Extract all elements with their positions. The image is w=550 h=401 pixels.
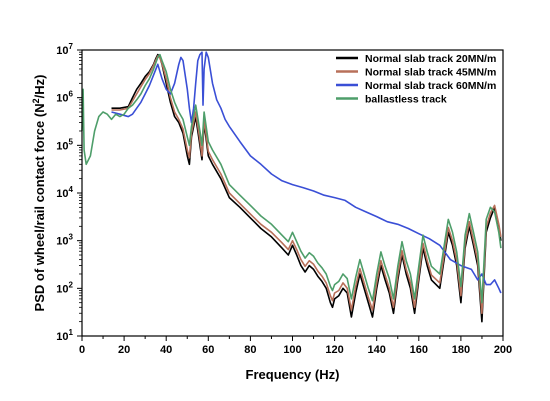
x-tick-label: 200 xyxy=(494,344,512,356)
x-tick-label: 40 xyxy=(160,344,172,356)
x-tick-label: 160 xyxy=(410,344,428,356)
legend-label-1: Normal slab track 20MN/m xyxy=(365,53,496,65)
x-tick-label: 180 xyxy=(452,344,470,356)
y-axis-title-tail: /Hz) xyxy=(32,75,47,99)
y-axis: 101 102 103 104 105 106 107 xyxy=(56,42,82,343)
series-line-4 xyxy=(81,53,502,304)
y-tick-label: 105 xyxy=(56,137,73,152)
x-axis: 0 20 40 60 80 100 120 140 160 180 200 xyxy=(79,336,512,356)
legend-label-3: Normal slab track 60MN/m xyxy=(365,80,496,92)
y-axis-title-sup: 2 xyxy=(31,98,41,103)
series-line-2 xyxy=(111,55,502,315)
x-tick-label: 120 xyxy=(325,344,343,356)
y-tick-label: 104 xyxy=(56,185,73,200)
legend-label-4: ballastless track xyxy=(365,94,447,106)
y-tick-label: 101 xyxy=(56,328,73,343)
legend: Normal slab track 20MN/m Normal slab trac… xyxy=(336,53,496,106)
x-tick-label: 100 xyxy=(283,344,301,356)
x-tick-label: 20 xyxy=(118,344,130,356)
y-axis-title-main: PSD of wheel/rail contact force (N xyxy=(32,103,47,311)
x-tick-label: 0 xyxy=(79,344,85,356)
legend-label-2: Normal slab track 45MN/m xyxy=(365,67,496,79)
series-lines xyxy=(81,51,502,323)
y-tick-label: 106 xyxy=(56,90,73,105)
y-tick-label: 103 xyxy=(56,233,73,248)
y-axis-title: PSD of wheel/rail contact force (N2/Hz) xyxy=(31,75,47,312)
x-tick-label: 80 xyxy=(244,344,256,356)
x-axis-title: Frequency (Hz) xyxy=(246,367,340,382)
y-tick-label: 102 xyxy=(56,280,73,295)
y-tick-label: 107 xyxy=(56,42,73,57)
x-tick-label: 60 xyxy=(202,344,214,356)
x-tick-label: 140 xyxy=(368,344,386,356)
series-line-3 xyxy=(111,51,502,294)
